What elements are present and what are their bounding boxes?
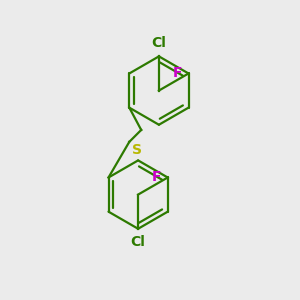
Text: Cl: Cl — [152, 36, 166, 50]
Text: S: S — [132, 143, 142, 157]
Text: F: F — [152, 170, 161, 184]
Text: Cl: Cl — [131, 235, 146, 249]
Text: F: F — [172, 67, 182, 80]
